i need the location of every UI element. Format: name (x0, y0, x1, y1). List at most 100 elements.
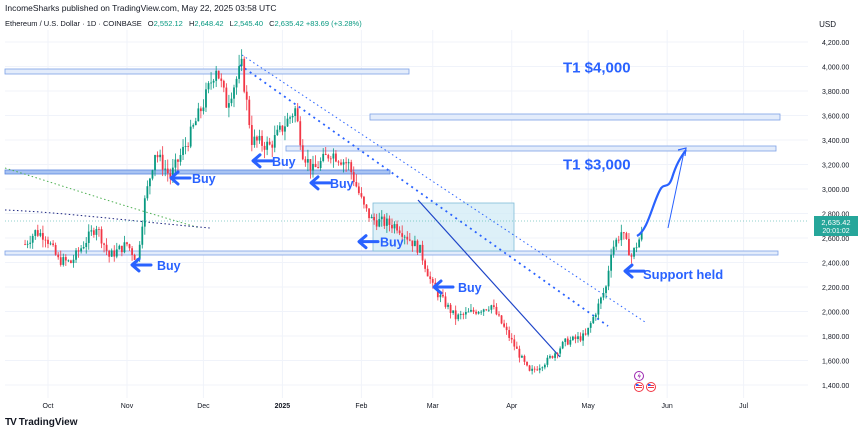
candle-body (248, 99, 251, 126)
x-tick-label: Mar (427, 403, 440, 410)
candle-body (416, 240, 419, 253)
current-price-tag: 2,635.42 20:01:02 (814, 216, 858, 236)
currency-label[interactable]: USD (819, 20, 836, 29)
candle-body (584, 333, 587, 335)
candle-body (485, 309, 488, 311)
candle-body (531, 368, 534, 371)
candle-body (159, 154, 162, 158)
candle-body (444, 296, 447, 307)
y-tick-label: 2,000.00 (822, 310, 849, 317)
target-label-4000: T1 $4,000 (563, 60, 631, 77)
candle-body (480, 311, 483, 313)
candle-body (59, 257, 62, 265)
candle-body (513, 339, 516, 347)
candle-body (64, 257, 67, 261)
candle-body (133, 254, 136, 260)
candle-body (26, 243, 29, 245)
candle-body (250, 125, 253, 145)
candle-body (635, 247, 638, 249)
candle-body (605, 286, 607, 294)
candle-body (228, 103, 230, 108)
candle-body (406, 236, 409, 240)
ohlc-open-label: O (147, 19, 154, 28)
candle-body (597, 303, 600, 315)
candle-body (62, 257, 65, 265)
candle-body (108, 250, 111, 257)
x-tick-label: Apr (506, 403, 518, 410)
candle-body (100, 229, 103, 244)
candle-body (143, 198, 146, 227)
event-icons[interactable] (634, 371, 656, 392)
candle-body (306, 159, 309, 163)
candle-body (314, 163, 317, 168)
candle-body (75, 250, 77, 260)
candle-body (589, 323, 592, 328)
candle-body (630, 255, 633, 257)
projection-arrow-head (677, 147, 687, 157)
candle-body (521, 355, 523, 358)
candle-body (447, 304, 449, 307)
candle-body (256, 136, 258, 141)
zone-4000 (4, 68, 410, 75)
buy-label: Buy (380, 236, 404, 250)
annotations: T1 $4,000 T1 $3,000 Buy Buy Buy Buy Buy Buy Supp… (130, 60, 723, 295)
projection-path (636, 147, 687, 237)
candle-body (80, 248, 83, 252)
candle-body (105, 244, 108, 251)
candle-body (95, 229, 98, 235)
zone-3250 (285, 145, 777, 152)
support-held-label: Support held (643, 267, 723, 282)
candle-body (424, 260, 427, 269)
candle-body (482, 309, 485, 312)
tradingview-footer[interactable]: TV TradingView (5, 417, 78, 428)
candle-body (533, 368, 536, 370)
candle-body (380, 216, 383, 220)
x-tick-label: Jul (739, 403, 748, 410)
candle-body (436, 288, 439, 298)
buy-arrow-icon (169, 170, 192, 186)
candle-body (615, 239, 618, 247)
candle-body (39, 233, 42, 236)
candle-body (459, 314, 462, 315)
candle-body (523, 355, 526, 362)
candle-body (419, 244, 421, 253)
ohlc-close-value: 2,635.42 (274, 19, 304, 28)
candle-body (342, 162, 345, 165)
y-tick-label: 1,600.00 (822, 359, 849, 366)
candle-body (161, 154, 164, 170)
candle-body (166, 168, 169, 174)
candle-body (263, 145, 266, 150)
candle-body (561, 341, 564, 349)
candle-body (454, 310, 457, 320)
candle-body (388, 218, 391, 225)
candle-body (233, 87, 235, 99)
candle-body (401, 233, 404, 237)
candle-body (357, 186, 360, 194)
candle-body (518, 348, 521, 358)
price-axis[interactable]: 4,200.00 4,000.00 3,800.00 3,600.00 3,400.00… (822, 40, 849, 390)
candle-body (391, 224, 393, 229)
candle-body (574, 336, 577, 339)
candle-body (207, 83, 210, 90)
candle-body (202, 107, 205, 112)
candle-body (52, 243, 54, 246)
candle-body (368, 208, 370, 219)
candle-body (276, 129, 279, 136)
x-tick-label: May (582, 403, 596, 410)
publisher-note: IncomeSharks published on TradingView.co… (5, 3, 277, 13)
candle-body (467, 311, 470, 313)
candle-body (452, 310, 455, 313)
candle-body (42, 233, 44, 240)
candle-body (403, 236, 406, 238)
candle-body (475, 311, 477, 314)
candle-body (498, 314, 500, 316)
candle-body (212, 80, 215, 83)
time-axis[interactable]: Oct Nov Dec 2025 Feb Mar Apr May Jun Jul (43, 403, 749, 410)
candle-body (296, 108, 299, 122)
candle-body (171, 167, 174, 178)
candle-body (319, 160, 322, 168)
candle-body (189, 126, 192, 147)
candle-body (543, 364, 546, 368)
zone-3500 (369, 113, 781, 121)
